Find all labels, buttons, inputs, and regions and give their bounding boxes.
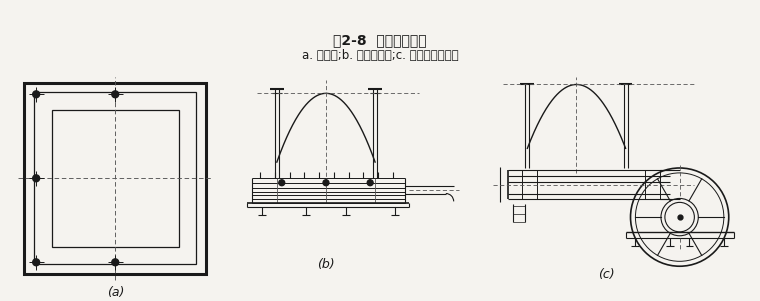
Circle shape <box>323 180 329 186</box>
Bar <box>52 110 179 247</box>
Bar <box>34 92 196 264</box>
Circle shape <box>279 180 285 186</box>
Text: a. 进料口;b. 手动出料口;c. 齿条传动出料口: a. 进料口;b. 手动出料口;c. 齿条传动出料口 <box>302 49 458 63</box>
Circle shape <box>112 91 119 98</box>
Circle shape <box>33 91 40 98</box>
Circle shape <box>33 259 40 266</box>
Text: (a): (a) <box>106 286 124 299</box>
Circle shape <box>112 259 119 266</box>
Bar <box>24 82 206 274</box>
Circle shape <box>367 180 373 186</box>
Text: 图2-8  进料和出料口: 图2-8 进料和出料口 <box>333 33 427 47</box>
Text: (b): (b) <box>317 258 335 272</box>
Text: (c): (c) <box>597 268 614 281</box>
Circle shape <box>33 175 40 182</box>
